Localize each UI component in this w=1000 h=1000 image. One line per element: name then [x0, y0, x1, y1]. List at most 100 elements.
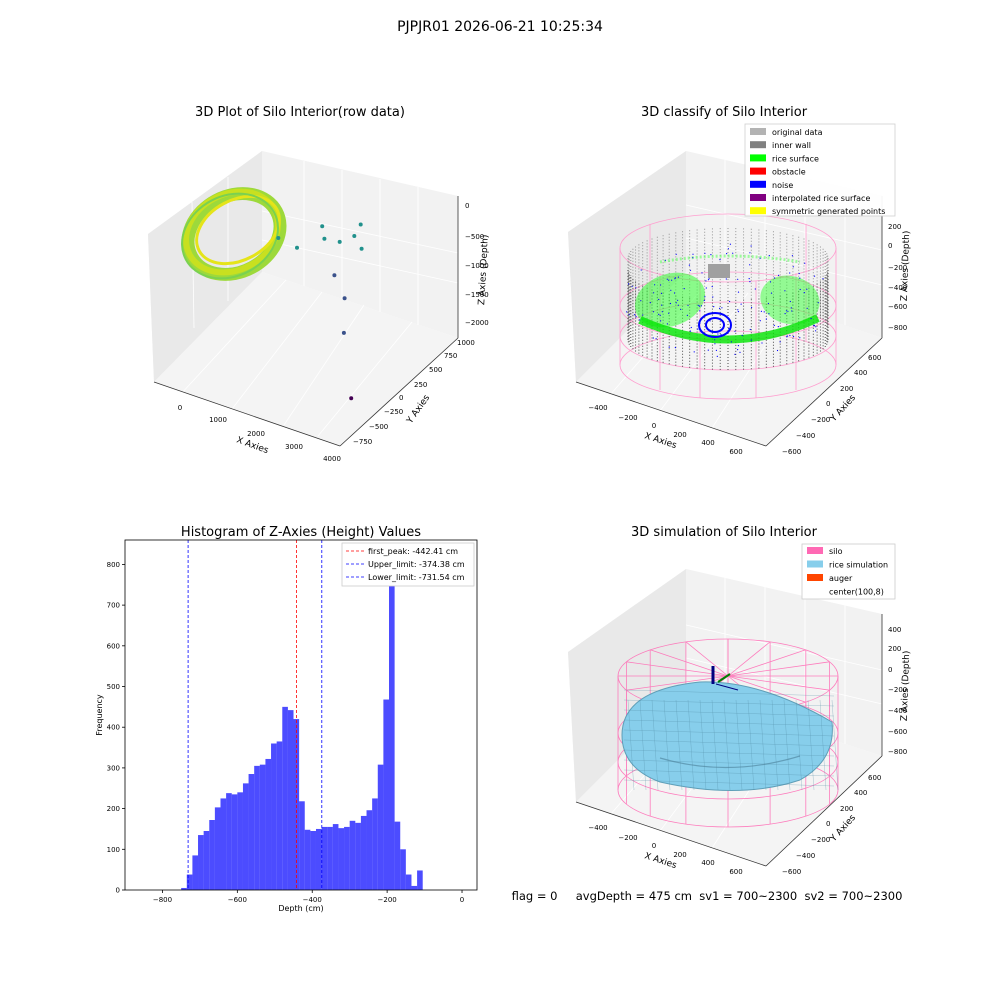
histogram-bar	[389, 561, 395, 890]
histogram-x-tick: −600	[228, 896, 247, 904]
legend-swatch	[750, 167, 766, 175]
histogram-bar	[181, 887, 187, 890]
classify-y-tick: 400	[854, 369, 867, 377]
histogram-bar	[209, 820, 215, 890]
raw-y-axis-label: Y Axies	[405, 393, 433, 426]
histogram-bar	[360, 815, 367, 890]
classify-y-tick: −600	[782, 448, 801, 456]
simulation-y-tick: −600	[782, 868, 801, 876]
raw-plot-axes-box	[148, 151, 459, 447]
raw-point	[337, 239, 342, 244]
classify-z-tick: 0	[888, 242, 892, 250]
classify-x-tick: −400	[588, 404, 607, 412]
classify-y-tick: 200	[840, 385, 853, 393]
raw-point	[320, 224, 325, 229]
simulation-y-tick: −200	[811, 836, 830, 844]
legend-swatch	[750, 154, 766, 162]
histogram-y-tick: 700	[107, 602, 120, 610]
histogram-bar	[315, 828, 322, 890]
simulation-3d-plot: 3D simulation of Silo Interior	[568, 525, 912, 876]
raw-plot-title: 3D Plot of Silo Interior(row data)	[195, 105, 405, 120]
rice-simulation-surface	[621, 681, 839, 791]
histogram-bar	[372, 798, 378, 890]
raw-x-tick: 3000	[285, 443, 303, 451]
histogram-bar	[242, 783, 249, 890]
histogram-bar	[304, 829, 311, 890]
histogram-y-tick: 300	[107, 764, 120, 772]
raw-point	[276, 236, 281, 240]
classify-y-axis-label: Y Axies	[828, 393, 858, 425]
simulation-z-tick: −400	[888, 707, 907, 715]
histogram-bar	[344, 826, 350, 890]
legend-label: interpolated rice surface	[772, 194, 870, 203]
histogram-bar	[310, 830, 316, 890]
legend-swatch	[750, 180, 766, 188]
histogram-bar	[327, 826, 333, 890]
histogram-y-tick: 500	[107, 683, 120, 691]
classify-y-tick: −200	[811, 416, 830, 424]
classify-z-tick: 200	[888, 223, 901, 231]
raw-point	[359, 246, 364, 251]
histogram-bar	[417, 870, 423, 890]
raw-z-tick: −1500	[465, 291, 489, 299]
raw-x-tick: 0	[178, 404, 182, 412]
simulation-y-tick: −400	[796, 852, 815, 860]
raw-point	[342, 296, 347, 301]
simulation-plot-title: 3D simulation of Silo Interior	[631, 525, 818, 540]
histogram-x-tick: −200	[378, 896, 397, 904]
classify-legend: original data inner wall rice surface obsta…	[744, 123, 896, 217]
original-data-cluster	[708, 264, 730, 278]
raw-point	[352, 234, 357, 238]
histogram-bar	[287, 710, 294, 890]
status-line: flag = 0 avgDepth = 475 cm sv1 = 700~230…	[512, 889, 903, 903]
raw-z-tick: −2000	[465, 319, 489, 327]
legend-label: rice simulation	[829, 561, 888, 570]
histogram-y-tick: 100	[107, 846, 120, 854]
raw-z-tick: 0	[465, 202, 469, 210]
histogram-bar	[321, 826, 328, 890]
raw-y-tick: 250	[414, 381, 427, 389]
legend-swatch	[750, 128, 766, 135]
histogram-bar	[282, 706, 288, 890]
histogram-bar	[299, 801, 305, 890]
raw-point	[295, 245, 299, 250]
simulation-y-tick: 400	[854, 789, 867, 797]
histogram-bar	[226, 793, 232, 890]
histogram-bar	[332, 824, 339, 890]
simulation-y-tick: 200	[840, 805, 853, 813]
histogram-x-tick: −400	[303, 896, 322, 904]
raw-y-tick: 750	[444, 352, 457, 360]
histogram-bar	[293, 719, 300, 890]
raw-point	[349, 396, 354, 401]
histogram-bar	[338, 828, 345, 890]
histogram-legend-label: Upper_limit: -374.38 cm	[368, 560, 465, 569]
simulation-z-tick: −200	[888, 686, 907, 694]
simulation-x-tick: 600	[729, 868, 742, 876]
raw-x-tick: 1000	[209, 416, 227, 424]
histogram-bar	[203, 830, 210, 890]
histogram-y-tick: 200	[107, 805, 120, 813]
histogram-legend: first_peak: -442.41 cm Upper_limit: -374.…	[341, 542, 475, 587]
legend-label: inner wall	[772, 141, 811, 150]
simulation-z-tick: −600	[888, 728, 907, 736]
raw-point	[332, 273, 337, 278]
legend-swatch	[807, 574, 823, 581]
simulation-y-tick: 0	[826, 820, 830, 828]
histogram-bar	[198, 835, 204, 890]
raw-point	[322, 236, 327, 241]
simulation-z-tick: 400	[888, 626, 901, 634]
auger	[711, 666, 739, 691]
histogram-y-tick: 0	[116, 887, 120, 895]
depth-histogram: Histogram of Z-Axies (Height) Values −80…	[95, 525, 478, 913]
classify-z-tick: −200	[888, 264, 907, 272]
histogram-bar	[355, 822, 361, 890]
histogram-bar	[214, 807, 221, 890]
histogram-bar	[383, 699, 389, 890]
simulation-x-tick: −400	[588, 824, 607, 832]
legend-label: obstacle	[772, 168, 806, 177]
simulation-x-tick: −200	[618, 834, 637, 842]
simulation-legend: silo rice simulation auger center(100,8)	[801, 543, 896, 600]
raw-x-axis-label: X Axies	[235, 435, 270, 456]
histogram-y-tick: 400	[107, 724, 120, 732]
